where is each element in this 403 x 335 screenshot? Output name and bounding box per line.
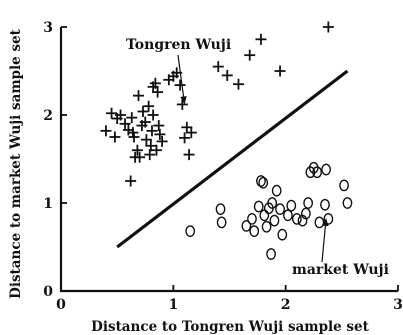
circle-point: [253, 200, 264, 213]
x-tick-label: 2: [281, 297, 291, 313]
plus-point: [128, 131, 140, 143]
axes: [59, 27, 398, 293]
plus-point: [232, 78, 244, 90]
annotation-market-wuji: market Wuji: [292, 262, 389, 278]
circle-point: [342, 197, 353, 209]
plus-point: [221, 69, 233, 81]
circle-point: [303, 197, 314, 209]
circle-point: [283, 209, 293, 222]
plus-point: [244, 49, 256, 61]
plus-point: [274, 65, 286, 77]
plus-point: [119, 118, 131, 130]
plus-point: [125, 175, 137, 187]
circle-point: [300, 207, 311, 220]
plus-point: [109, 131, 121, 143]
tongren-wuji-arrow: [177, 54, 185, 97]
series-circle: [185, 161, 353, 260]
circle-point: [258, 176, 269, 189]
y-tick-label: 3: [43, 20, 53, 36]
plus-point: [144, 149, 156, 161]
circle-point: [247, 212, 257, 225]
circle-point: [259, 209, 270, 222]
circle-point: [216, 216, 227, 229]
plus-point: [153, 120, 165, 132]
plus-point: [212, 61, 224, 73]
circle-point: [249, 225, 260, 238]
annotation-tongren-wuji: Tongren Wuji: [126, 37, 231, 53]
circle-point: [323, 212, 334, 225]
circle-point: [305, 166, 316, 179]
circle-point: [256, 175, 266, 187]
plus-point: [185, 127, 197, 139]
plus-point: [174, 79, 186, 91]
circle-point: [277, 228, 288, 241]
circle-point: [321, 163, 332, 176]
plus-point: [145, 140, 157, 152]
y-tick-label: 0: [43, 284, 53, 300]
plus-point: [176, 98, 188, 110]
x-tick-label: 3: [393, 297, 403, 313]
plus-point: [126, 112, 138, 124]
circle-point: [291, 212, 302, 225]
circle-point: [185, 225, 196, 238]
circle-point: [312, 166, 323, 179]
plus-point: [154, 128, 166, 140]
circle-point: [286, 199, 297, 212]
circle-point: [267, 197, 278, 209]
plus-point: [106, 107, 118, 119]
x-tick-label: 1: [168, 297, 178, 313]
series-plus: [100, 21, 334, 187]
circle-point: [271, 184, 282, 197]
plus-point: [131, 144, 143, 156]
plus-point: [146, 125, 158, 137]
plus-point: [322, 21, 334, 33]
plus-point: [149, 77, 161, 89]
y-axis-title: Distance to market Wuji sample set: [8, 28, 24, 299]
plus-point: [143, 100, 155, 112]
plus-point: [150, 144, 162, 156]
tongren-wuji-arrowhead: [180, 96, 187, 105]
plus-point: [255, 33, 267, 45]
plus-point: [152, 86, 164, 98]
plus-point: [147, 109, 159, 121]
plus-point: [139, 116, 151, 128]
data-points: [100, 21, 353, 260]
decision-boundary-line: [116, 69, 349, 249]
plus-point: [133, 90, 145, 102]
plus-point: [115, 109, 127, 121]
ticks: 0 1 2 3 0 1 2 3: [43, 20, 403, 313]
market-wuji-arrowhead: [322, 217, 329, 227]
plus-point: [137, 105, 149, 117]
circle-point: [269, 214, 280, 227]
circle-point: [241, 219, 252, 232]
circle-point: [308, 161, 319, 174]
circle-point: [314, 216, 325, 229]
circle-point: [275, 203, 285, 216]
circle-point: [339, 179, 349, 192]
y-tick-label: 1: [43, 196, 53, 212]
circle-point: [261, 220, 272, 233]
plus-point: [100, 125, 112, 137]
plus-point: [179, 132, 191, 144]
circle-point: [215, 203, 226, 216]
plus-point: [183, 149, 195, 161]
x-axis-title: Distance to Tongren Wuji sample set: [91, 319, 369, 335]
x-tick-label: 0: [56, 297, 66, 313]
plus-point: [156, 135, 168, 147]
plus-point: [140, 134, 152, 146]
market-wuji-arrow: [321, 225, 326, 263]
circle-point: [266, 248, 276, 260]
plus-point: [134, 151, 146, 163]
y-tick-label: 2: [43, 108, 53, 124]
circle-point: [320, 198, 330, 211]
